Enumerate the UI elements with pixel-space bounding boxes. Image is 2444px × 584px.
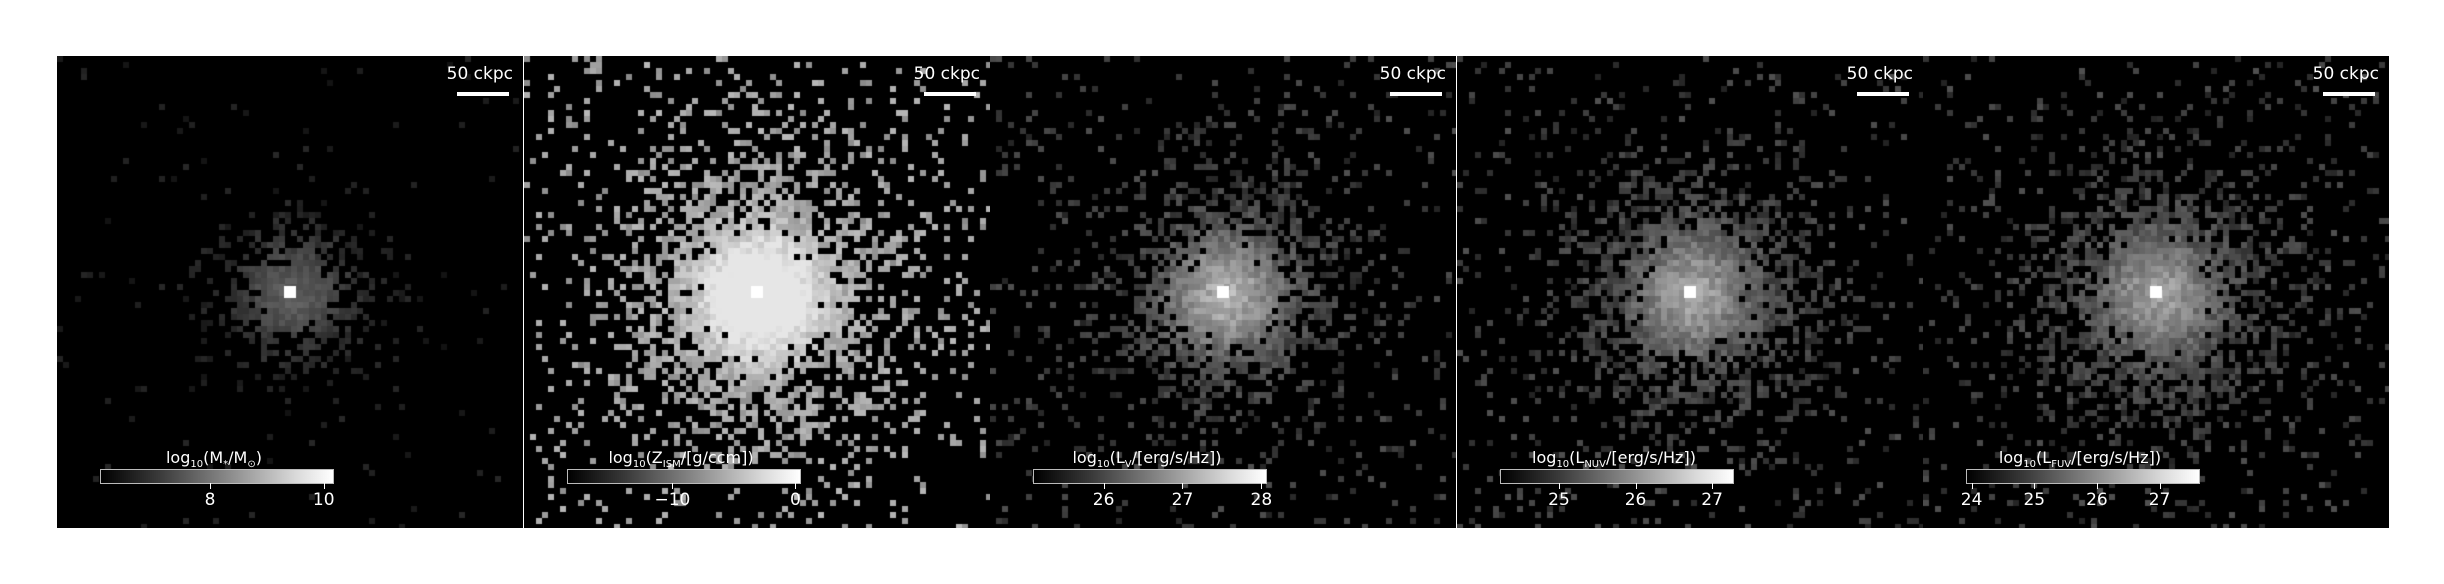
scalebar-label: 50 ckpc [1379,64,1446,84]
colorbar-label: log10(LNUV/[erg/s/Hz]) [1532,448,1696,471]
scalebar-label: 50 ckpc [1846,64,1913,84]
panel-lum-nuv: 50 ckpc log10(LNUV/[erg/s/Hz]) 25 26 27 [1457,56,1923,528]
colorbar [1500,469,1734,484]
pixel-map-lum-nuv [1457,56,1923,528]
colorbar-tick [1635,483,1637,489]
pixel-map-lum-v [990,56,1456,528]
colorbar [100,469,334,484]
scalebar-label: 50 ckpc [913,64,980,84]
colorbar-tick-label: 24 [1960,490,1983,510]
pixel-map-mass [57,56,523,528]
colorbar-tick [323,483,325,489]
pixel-map-lum-fuv [1923,56,2389,528]
pixel-map-metallicity [524,56,990,528]
colorbar-tick [1559,483,1560,489]
colorbar-tick [1103,483,1105,489]
colorbar [567,469,801,484]
colorbar-tick-label: 0 [789,490,801,510]
scalebar-line [457,92,509,96]
scalebar-label: 50 ckpc [2312,64,2379,84]
colorbar-label: log10(LFUV/[erg/s/Hz]) [1998,448,2162,471]
panel-lum-fuv: 50 ckpc log10(LFUV/[erg/s/Hz]) 24 25 26 27 [1923,56,2389,528]
colorbar-label: log10(M*/M⊙) [165,448,262,471]
scalebar-line [1857,92,1909,96]
colorbar-tick [1971,483,1973,489]
colorbar [1966,469,2200,484]
colorbar-label: log10(ZISM/[g/ccm]) [608,448,754,471]
colorbar-tick [210,483,212,489]
colorbar-tick-label: 25 [1548,490,1570,510]
scalebar-line [2323,92,2375,96]
panel-mass: 50 ckpc log10(M*/M⊙) 8 10 [57,56,523,528]
colorbar-tick-label: 27 [1701,490,1723,510]
colorbar-tick [1182,483,1184,489]
colorbar-tick-label: 27 [1171,490,1194,510]
scalebar-label: 50 ckpc [446,64,513,84]
colorbar-tick [672,483,674,489]
colorbar-tick [2096,483,2098,489]
panel-metallicity: 50 ckpc log10(ZISM/[g/ccm]) −10 0 [524,56,990,528]
colorbar-tick [2034,483,2036,489]
colorbar-tick-label: 8 [204,490,216,510]
colorbar-tick-label: 28 [1250,490,1273,510]
scalebar-line [924,92,976,96]
colorbar-tick-label: 27 [2148,490,2171,510]
panel-lum-v: 50 ckpc log10(LV/[erg/s/Hz]) 26 27 28 [990,56,1456,528]
colorbar-tick-label: 26 [1624,490,1647,510]
colorbar-tick-label: 26 [2086,490,2108,510]
colorbar-tick-label: 26 [1092,490,1115,510]
colorbar-label: log10(LV/[erg/s/Hz]) [1072,448,1222,471]
colorbar-tick-label: 10 [312,490,335,510]
colorbar-tick [1712,483,1714,489]
colorbar [1033,469,1267,484]
colorbar-tick-label: −10 [654,490,691,510]
colorbar-tick-label: 25 [2023,490,2046,510]
scalebar-line [1390,92,1442,96]
colorbar-tick [1261,483,1263,489]
colorbar-tick [2159,483,2161,489]
colorbar-tick [795,483,797,489]
